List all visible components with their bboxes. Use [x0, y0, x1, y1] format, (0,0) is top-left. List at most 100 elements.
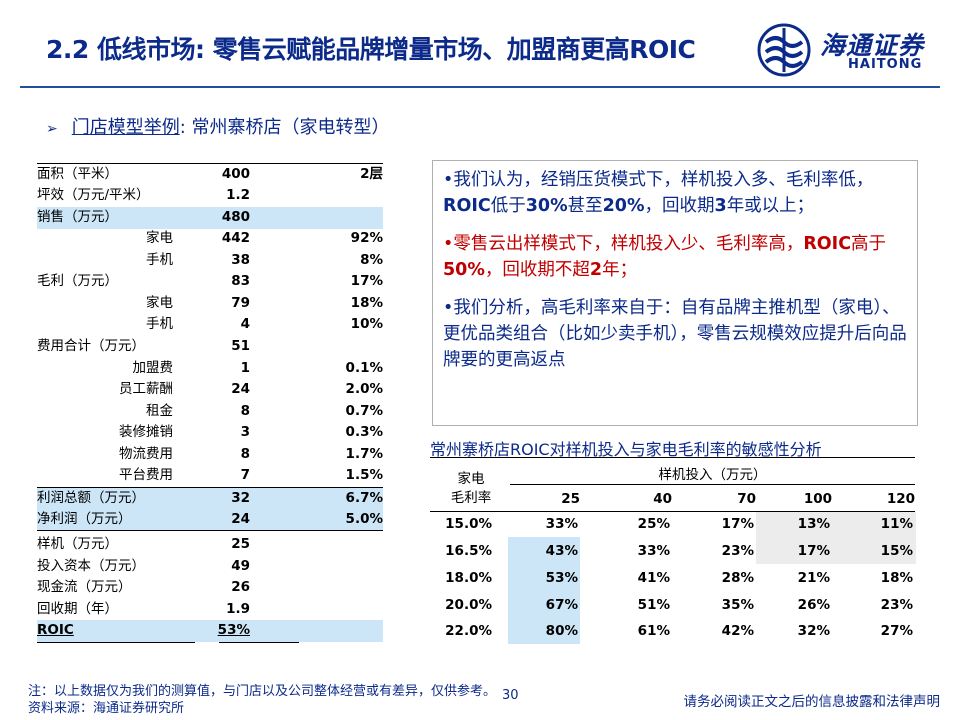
row-value: 24 [231, 511, 250, 527]
row-header: 18.0% [445, 570, 492, 586]
row-label: 样机（万元） [37, 536, 118, 552]
table-row: 坪效（万元/平米） 1.2 [37, 185, 383, 207]
title-divider [20, 86, 940, 88]
table-row: 面积（平米） 400 2层 [37, 164, 383, 186]
row-value: 3 [240, 424, 250, 440]
text-run: 20% [602, 196, 645, 216]
text-run: 甚至 [567, 196, 603, 216]
text-run: 3 [714, 196, 727, 216]
table-row: 手机 38 8% [37, 250, 383, 272]
table-row: 平台费用 7 1.5% [37, 465, 383, 487]
sensitivity-cell: 17% [721, 516, 754, 532]
row-label: 毛利（万元） [37, 273, 118, 289]
commentary-paragraph-2: •零售云出样模式下，样机投入少、毛利率高，ROIC高于 50%，回收期不超2年； [443, 231, 907, 283]
table-row: 家电 442 92% [37, 228, 383, 250]
table-row: 手机 4 10% [37, 314, 383, 336]
sensitivity-cell: 67% [545, 597, 578, 613]
sensitivity-cell: 27% [880, 623, 913, 639]
table-row: 利润总额（万元） 32 6.7% [37, 487, 383, 509]
row-extra: 17% [350, 273, 383, 289]
row-label: 费用合计（万元） [37, 338, 145, 354]
sensitivity-cell: 33% [545, 516, 578, 532]
sensitivity-cell: 23% [721, 543, 754, 559]
row-label: 加盟费 [132, 360, 174, 376]
row-value: 51 [231, 338, 250, 354]
row-value: 1.9 [226, 601, 250, 617]
row-value: 83 [231, 273, 250, 289]
table-row: 员工薪酬 24 2.0% [37, 379, 383, 401]
row-label: 物流费用 [119, 446, 173, 462]
commentary-paragraph-1: •我们认为，经销压货模式下，样机投入多、毛利率低， ROIC低于30%甚至20%，… [443, 167, 907, 219]
table-row: 净利润（万元） 24 5.0% [37, 509, 383, 531]
row-value: 8 [240, 446, 250, 462]
table-rule [37, 642, 195, 643]
source-note: 资料来源：海通证券研究所 [28, 701, 185, 716]
text-run: 低于 [490, 196, 526, 216]
row-extra: 10% [350, 316, 383, 332]
row-label: 回收期（年） [37, 601, 118, 617]
page-number: 30 [502, 688, 519, 703]
row-header: 16.5% [445, 543, 492, 559]
row-value: 1 [240, 360, 250, 376]
sensitivity-cell: 41% [637, 570, 670, 586]
row-label: 投入资本（万元） [37, 558, 145, 574]
sensitivity-cell: 42% [721, 623, 754, 639]
row-value: 79 [231, 295, 250, 311]
text-run: 年或以上； [726, 196, 815, 216]
section-subtitle: ➢ 门店模型举例: 常州寨桥店（家电转型） [46, 113, 390, 139]
row-extra: 1.7% [345, 446, 383, 462]
row-label: 装修摊销 [119, 424, 173, 440]
sensitivity-cell: 25% [637, 516, 670, 532]
row-value: 442 [221, 230, 250, 246]
row-value: 25 [231, 536, 250, 552]
haitong-logo: 海通证券 HAITONG [754, 22, 944, 80]
subtitle-rest: : 常州寨桥店（家电转型） [179, 117, 390, 138]
row-label: 员工薪酬 [119, 381, 173, 397]
sensitivity-cell: 11% [880, 516, 913, 532]
table-row: 家电 79 18% [37, 293, 383, 315]
row-value: 38 [231, 252, 250, 268]
table-row: 毛利（万元） 83 17% [37, 271, 383, 293]
sensitivity-cell: 51% [637, 597, 670, 613]
row-label: ROIC [37, 622, 74, 638]
row-extra: 18% [350, 295, 383, 311]
row-label: 利润总额（万元） [37, 490, 145, 506]
table-rule [37, 530, 383, 531]
row-extra: 92% [350, 230, 383, 246]
table-row: 加盟费 1 0.1% [37, 358, 384, 380]
sensitivity-cell: 43% [545, 543, 578, 559]
text-run: •我们认为，经销压货模式下，样机投入多、毛利率低， [443, 170, 874, 190]
commentary-box: •我们认为，经销压货模式下，样机投入多、毛利率低，ROIC低于30%甚至20%，… [432, 160, 918, 426]
table-rule [37, 163, 383, 164]
sensitivity-cell: 53% [545, 570, 578, 586]
commentary-paragraph-3: •我们分析，高毛利率来自于：自有品牌主推机型（家电）、更优品类组合（比如少卖手机… [443, 298, 907, 370]
row-header: 15.0% [445, 516, 492, 532]
sensitivity-cell: 15% [880, 543, 913, 559]
table-row: 现金流（万元） 26 [37, 577, 383, 599]
row-value: 7 [240, 467, 250, 483]
row-extra: 6.7% [345, 490, 383, 506]
table-row: 租金 8 0.7% [37, 401, 383, 423]
row-value: 8 [240, 403, 250, 419]
row-label: 手机 [146, 316, 173, 332]
sensitivity-cell: 32% [797, 623, 830, 639]
row-axis-header: 家电 毛利率 [450, 471, 492, 506]
row-value: 53% [217, 622, 250, 638]
row-header: 20.0% [445, 597, 492, 613]
table-row: 物流费用 8 1.7% [37, 444, 383, 466]
logo-chinese-text: 海通证券 [820, 31, 925, 60]
row-label: 手机 [146, 252, 173, 268]
table-rule [219, 642, 299, 643]
row-value: 24 [231, 381, 250, 397]
slide-title: 2.2 低线市场: 零售云赋能品牌增量市场、加盟商更高ROIC [46, 35, 696, 64]
column-header: 100 [803, 491, 832, 507]
row-value: 32 [231, 490, 250, 506]
row-value: 4 [240, 316, 250, 332]
row-extra: 0.1% [345, 360, 383, 376]
text-run: ，回收期不超 [484, 260, 590, 280]
text-run: ROIC [803, 234, 852, 254]
row-label: 家电 [146, 295, 173, 311]
row-value: 49 [231, 558, 250, 574]
row-extra: 0.3% [345, 424, 383, 440]
row-label: 租金 [146, 403, 173, 419]
